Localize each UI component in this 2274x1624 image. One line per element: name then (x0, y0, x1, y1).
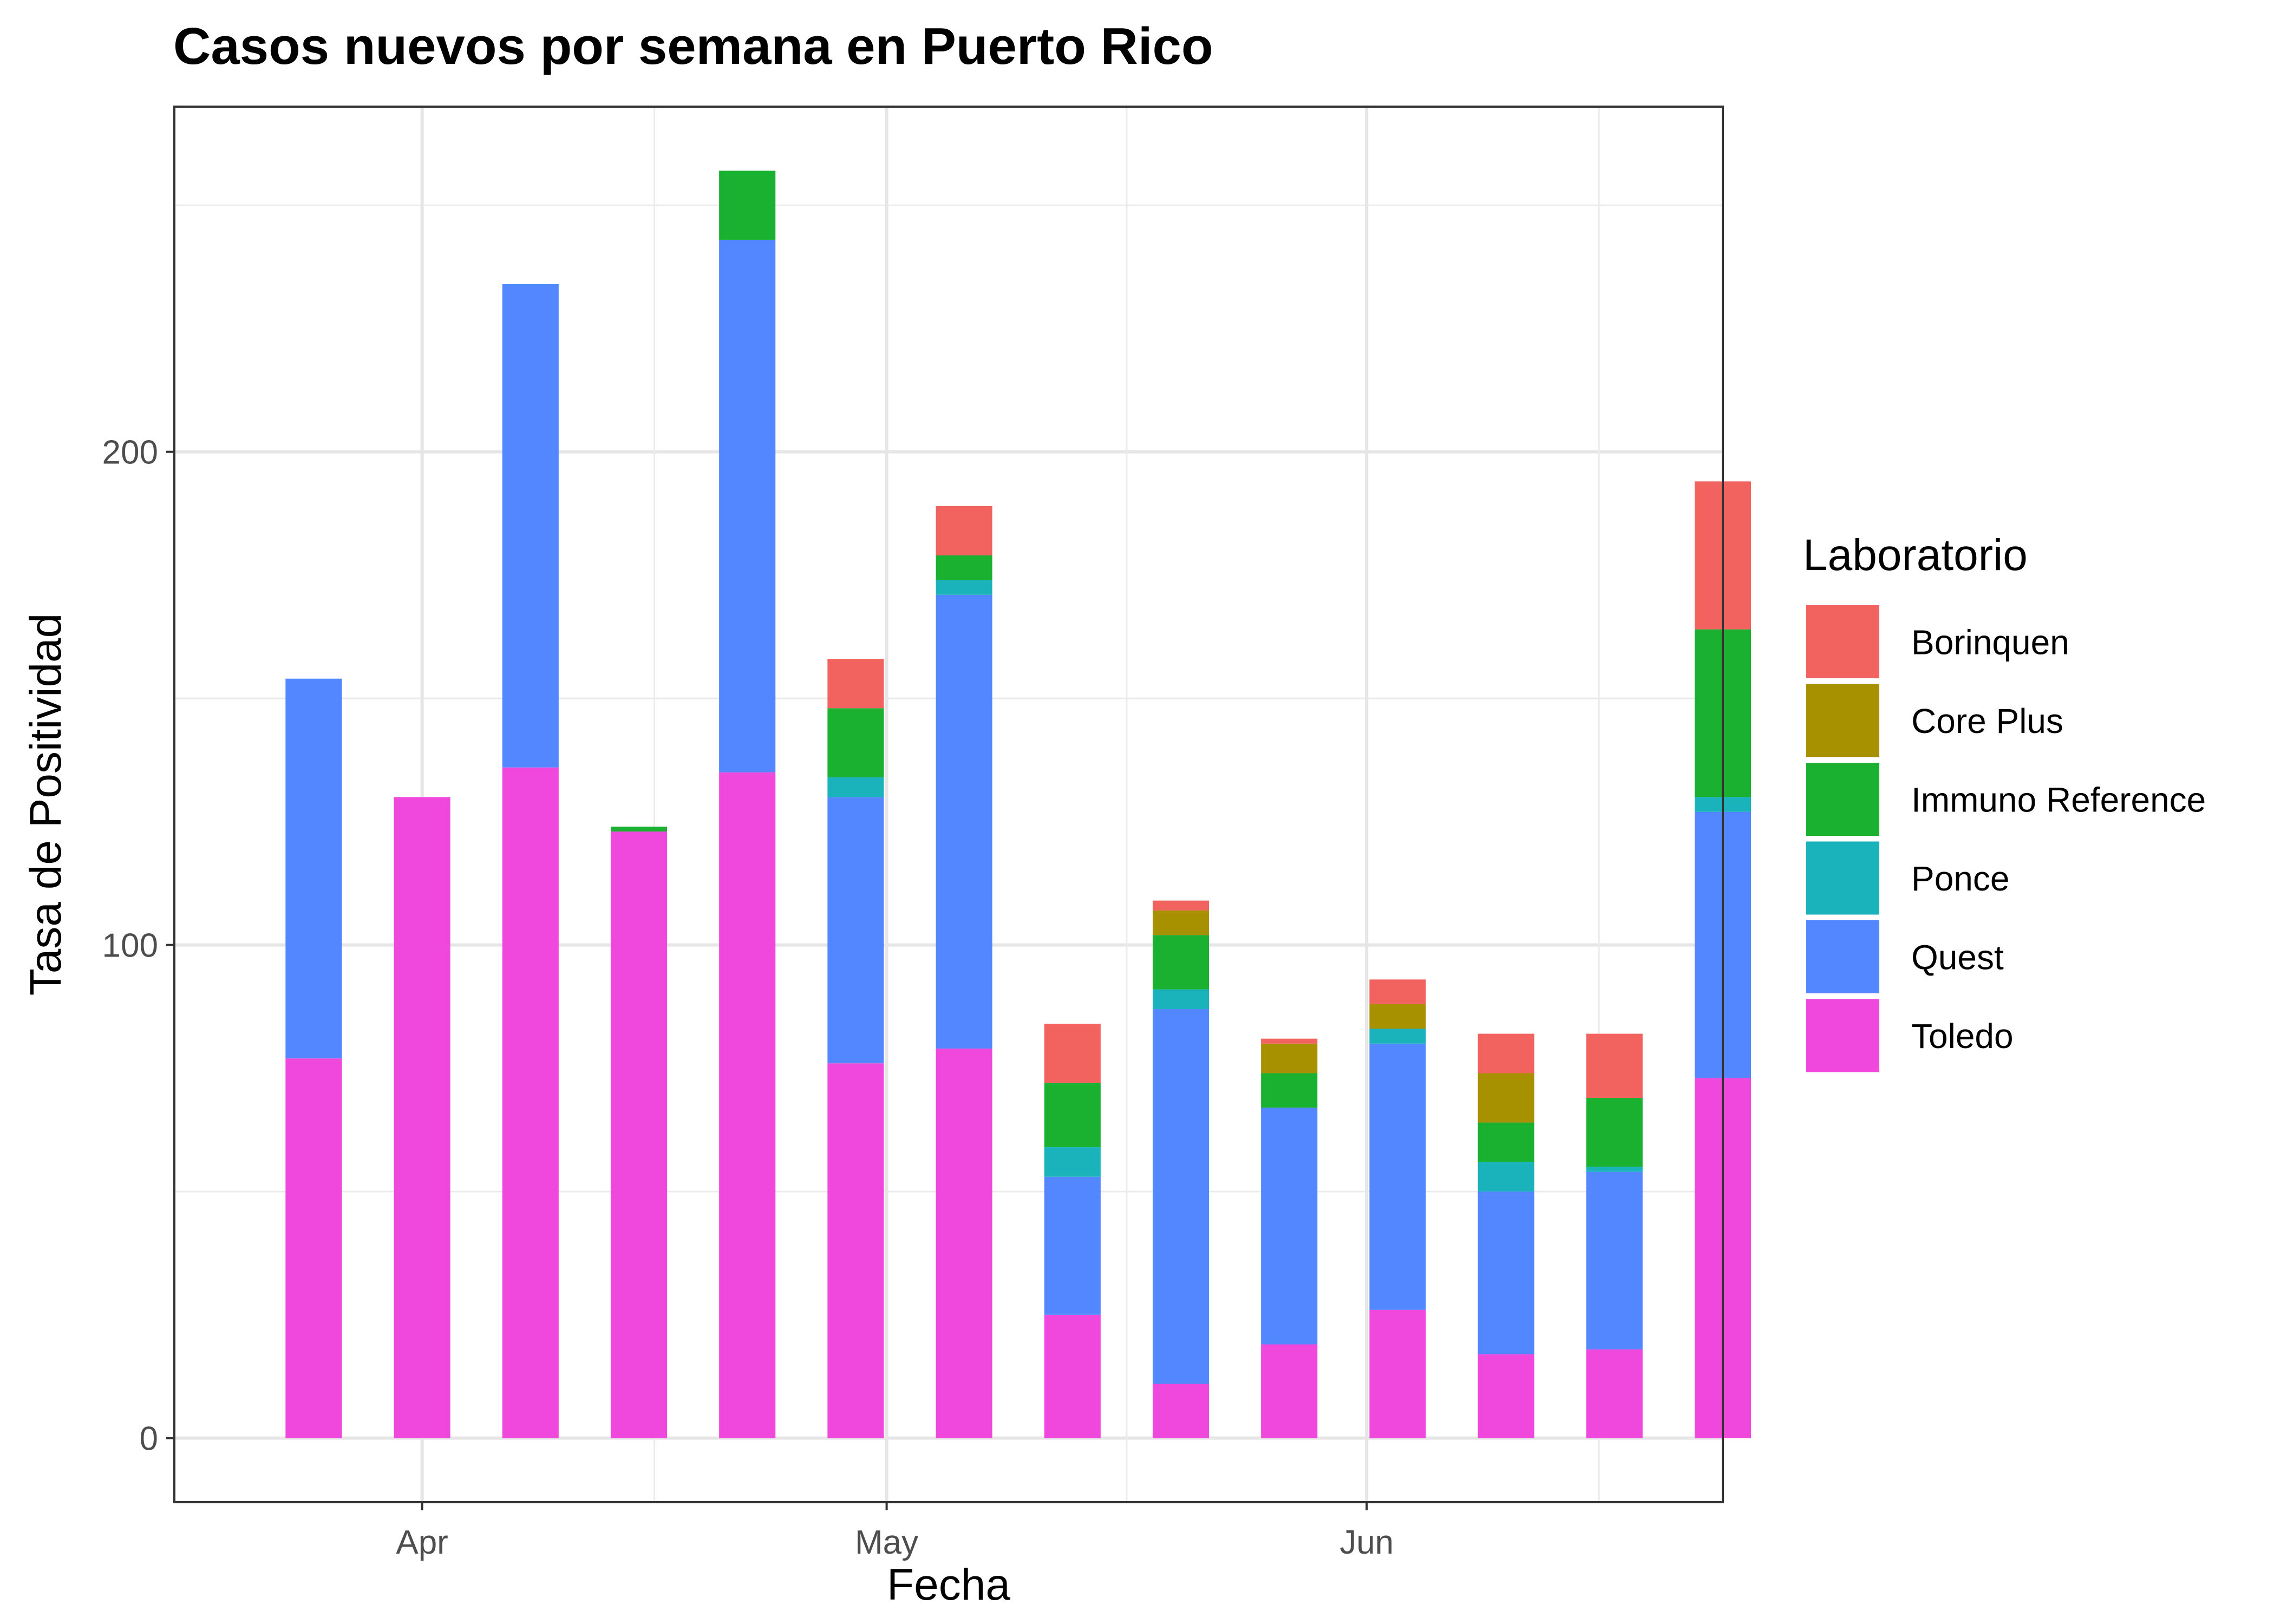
bar-segment-toledo (285, 1058, 342, 1438)
bar-segment-toledo (827, 1063, 884, 1438)
legend-label: Toledo (1911, 1017, 2014, 1056)
legend-key-quest (1806, 920, 1879, 993)
legend-label: Quest (1911, 938, 2004, 977)
legend-label: Core Plus (1911, 702, 2063, 741)
bar-segment-toledo (394, 797, 450, 1438)
legend-items: Borinquen Core Plus Immuno Reference Ponce Q… (1806, 605, 2206, 1072)
legend: Laboratorio Borinquen Core Plus Immuno Ref… (1803, 531, 2206, 1072)
bar-segment-toledo (1261, 1344, 1318, 1438)
bar-segment-core-plus (1478, 1073, 1534, 1123)
bar-segment-toledo (1586, 1349, 1643, 1438)
x-axis-title: Fecha (887, 1560, 1010, 1609)
bar-segment-toledo (1044, 1314, 1101, 1438)
legend-key-ponce (1806, 841, 1879, 915)
bar-segment-quest (1369, 1043, 1426, 1310)
bar-segment-ponce (1369, 1029, 1426, 1044)
legend-key-borinquen (1806, 605, 1879, 678)
bar-segment-ponce (827, 777, 884, 797)
bar-segment-immuno-reference (1586, 1098, 1643, 1167)
bar-segment-ponce (1478, 1162, 1534, 1192)
bar-segment-ponce (936, 580, 992, 595)
legend-title: Laboratorio (1803, 531, 2028, 580)
panel-border (173, 106, 1724, 1503)
bar-segment-quest (1152, 1009, 1210, 1384)
bar-segment-core-plus (1152, 910, 1210, 935)
bar-segment-borinquen (936, 506, 992, 555)
bar-segment-toledo (936, 1048, 992, 1438)
bars (285, 171, 1752, 1438)
bar-segment-quest (719, 239, 776, 772)
bar-segment-immuno-reference (1261, 1073, 1318, 1108)
bar-segment-quest (1478, 1191, 1534, 1354)
bar-segment-toledo (1478, 1354, 1534, 1438)
bar-segment-borinquen (827, 659, 884, 709)
bar-segment-immuno-reference (1152, 935, 1210, 990)
bar-segment-immuno-reference (827, 708, 884, 777)
x-axis: Apr May Jun (396, 1502, 1394, 1561)
bar-segment-immuno-reference (1044, 1083, 1101, 1148)
y-axis: 0 100 200 (102, 434, 174, 1458)
bar-segment-core-plus (1261, 1043, 1318, 1073)
bar-segment-borinquen (1044, 1024, 1101, 1083)
bar-segment-quest (827, 797, 884, 1064)
bar-segment-quest (502, 284, 559, 768)
bar-segment-borinquen (1478, 1033, 1534, 1073)
bar-segment-core-plus (1369, 1004, 1426, 1029)
y-tick-label: 0 (140, 1420, 158, 1458)
bar-segment-borinquen (1152, 900, 1210, 911)
plot-panel (173, 106, 1752, 1503)
bar-segment-toledo (502, 767, 559, 1438)
bar-segment-quest (936, 594, 992, 1049)
bar-segment-toledo (1369, 1309, 1426, 1438)
bar-segment-borinquen (1369, 979, 1426, 1004)
bar-segment-immuno-reference (936, 555, 992, 580)
x-tick-label: May (855, 1524, 918, 1561)
y-tick-label: 200 (102, 434, 158, 472)
bar-segment-borinquen (1261, 1038, 1318, 1044)
y-tick-label: 100 (102, 927, 158, 965)
x-tick-label: Jun (1339, 1524, 1394, 1561)
y-axis-title: Tasa de Positividad (21, 613, 70, 996)
bar-segment-quest (285, 678, 342, 1059)
bar-segment-quest (1044, 1176, 1101, 1315)
bar-segment-toledo (1152, 1384, 1210, 1438)
legend-label: Ponce (1911, 859, 2009, 898)
legend-key-core-plus (1806, 684, 1879, 757)
chart-title: Casos nuevos por semana en Puerto Rico (173, 17, 1213, 75)
legend-label: Immuno Reference (1911, 781, 2206, 820)
bar-segment-immuno-reference (719, 171, 776, 240)
x-tick-label: Apr (396, 1524, 448, 1561)
bar-segment-toledo (610, 831, 668, 1438)
bar-segment-quest (1586, 1171, 1643, 1350)
bar-segment-quest (1261, 1108, 1318, 1345)
bar-segment-toledo (719, 772, 776, 1438)
bar-segment-ponce (1586, 1167, 1643, 1172)
legend-key-toledo (1806, 999, 1879, 1072)
legend-label: Borinquen (1911, 623, 2069, 662)
bar-segment-borinquen (1586, 1033, 1643, 1098)
bar-segment-immuno-reference (610, 826, 668, 832)
bar-segment-ponce (1044, 1147, 1101, 1177)
legend-key-immuno-reference (1806, 763, 1879, 836)
bar-segment-ponce (1152, 989, 1210, 1010)
bar-segment-immuno-reference (1478, 1122, 1534, 1162)
